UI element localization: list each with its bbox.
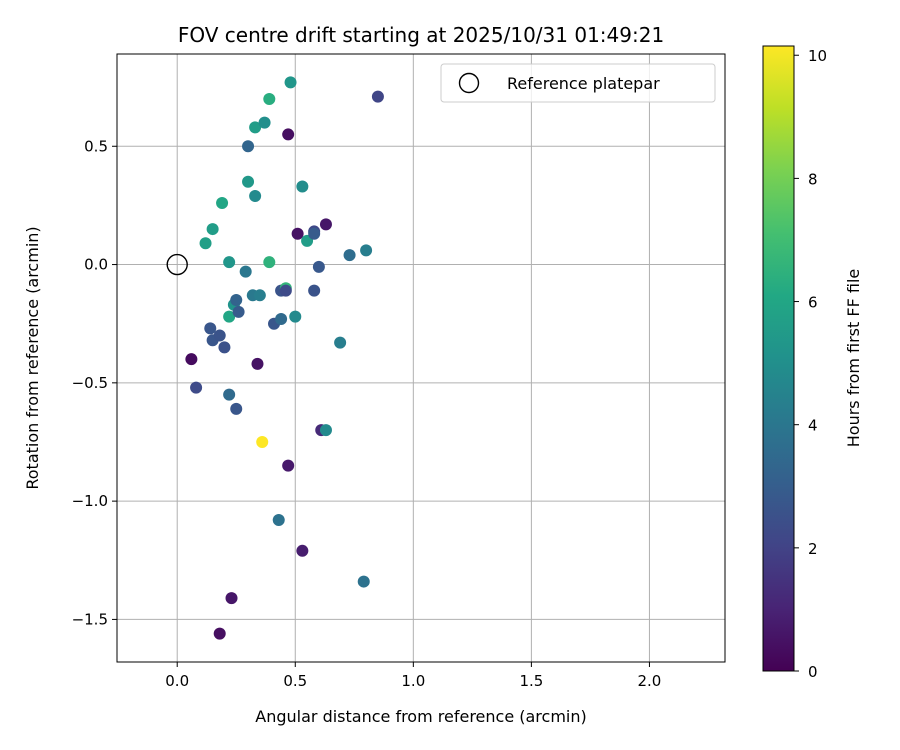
data-point	[223, 388, 236, 401]
x-tick-label: 1.5	[519, 672, 543, 690]
grid-lines	[117, 54, 725, 662]
y-axis-label: Rotation from reference (arcmin)	[23, 226, 42, 489]
data-point	[308, 284, 321, 297]
data-point	[218, 341, 231, 354]
data-point	[239, 265, 252, 278]
data-point	[360, 244, 373, 257]
data-point	[319, 424, 332, 437]
data-point	[282, 128, 295, 141]
data-point	[206, 223, 219, 236]
colorbar-tick-label: 4	[808, 417, 818, 435]
data-point	[258, 116, 271, 129]
data-point	[275, 312, 288, 325]
reference-platepar-marker	[166, 253, 188, 276]
data-point	[204, 322, 217, 335]
x-tick-label: 1.0	[401, 672, 425, 690]
plot-area	[116, 53, 726, 663]
x-axis-label: Angular distance from reference (arcmin)	[255, 707, 586, 726]
data-point	[213, 627, 226, 640]
data-point	[253, 289, 266, 302]
data-point	[185, 353, 198, 366]
colorbar-ticks: 0 2 4 6 8 10	[794, 47, 827, 681]
data-point	[291, 227, 304, 240]
data-point	[282, 459, 295, 472]
data-point	[296, 180, 309, 193]
data-point	[242, 175, 255, 188]
data-point	[263, 256, 276, 269]
data-point	[256, 435, 269, 448]
colorbar-tick-label: 10	[808, 47, 827, 65]
data-point	[232, 305, 245, 318]
y-tick-label: 0.0	[84, 256, 108, 274]
data-point	[343, 249, 356, 262]
data-point	[284, 76, 297, 89]
legend-reference-marker	[458, 72, 480, 94]
y-tick-label: −1.5	[72, 610, 108, 628]
x-tick-label: 0.0	[165, 672, 189, 690]
data-point	[242, 140, 255, 153]
colorbar-gradient	[762, 45, 795, 672]
colorbar-tick-label: 2	[808, 540, 818, 558]
data-point	[216, 197, 229, 210]
legend-label: Reference platepar	[507, 74, 660, 93]
colorbar-label: Hours from first FF file	[844, 269, 863, 448]
data-point	[357, 575, 370, 588]
y-tick-label: −1.0	[72, 492, 108, 510]
legend: Reference platepar	[440, 63, 716, 103]
data-point	[279, 284, 292, 297]
data-point	[225, 592, 238, 605]
x-axis: 0.0 0.5 1.0 1.5 2.0	[165, 662, 661, 690]
y-axis: 0.5 0.0 −0.5 −1.0 −1.5	[72, 137, 117, 628]
data-point	[319, 218, 332, 231]
data-point	[230, 294, 243, 307]
scatter-series	[166, 76, 384, 640]
x-tick-label: 2.0	[638, 672, 662, 690]
data-point	[230, 402, 243, 415]
data-point	[371, 90, 384, 103]
y-tick-label: −0.5	[72, 374, 108, 392]
data-point	[296, 544, 309, 557]
data-point	[199, 237, 212, 250]
data-point	[312, 260, 325, 273]
data-point	[272, 514, 285, 527]
x-tick-label: 0.5	[283, 672, 307, 690]
chart-title: FOV centre drift starting at 2025/10/31 …	[178, 23, 664, 47]
colorbar-tick-label: 8	[808, 170, 818, 188]
data-point	[249, 189, 262, 202]
data-point	[263, 92, 276, 105]
colorbar: 0 2 4 6 8 10 Hours from first FF file	[762, 45, 863, 681]
data-point	[249, 121, 262, 134]
data-point	[223, 256, 236, 269]
y-tick-label: 0.5	[84, 137, 108, 155]
colorbar-tick-label: 6	[808, 294, 818, 312]
data-point	[308, 227, 321, 240]
data-point	[289, 310, 302, 323]
data-point	[190, 381, 203, 394]
data-point	[213, 329, 226, 342]
data-point	[334, 336, 347, 349]
legend-box	[440, 63, 716, 103]
data-point	[251, 357, 264, 370]
data-point	[223, 310, 236, 323]
colorbar-tick-label: 0	[808, 663, 818, 681]
